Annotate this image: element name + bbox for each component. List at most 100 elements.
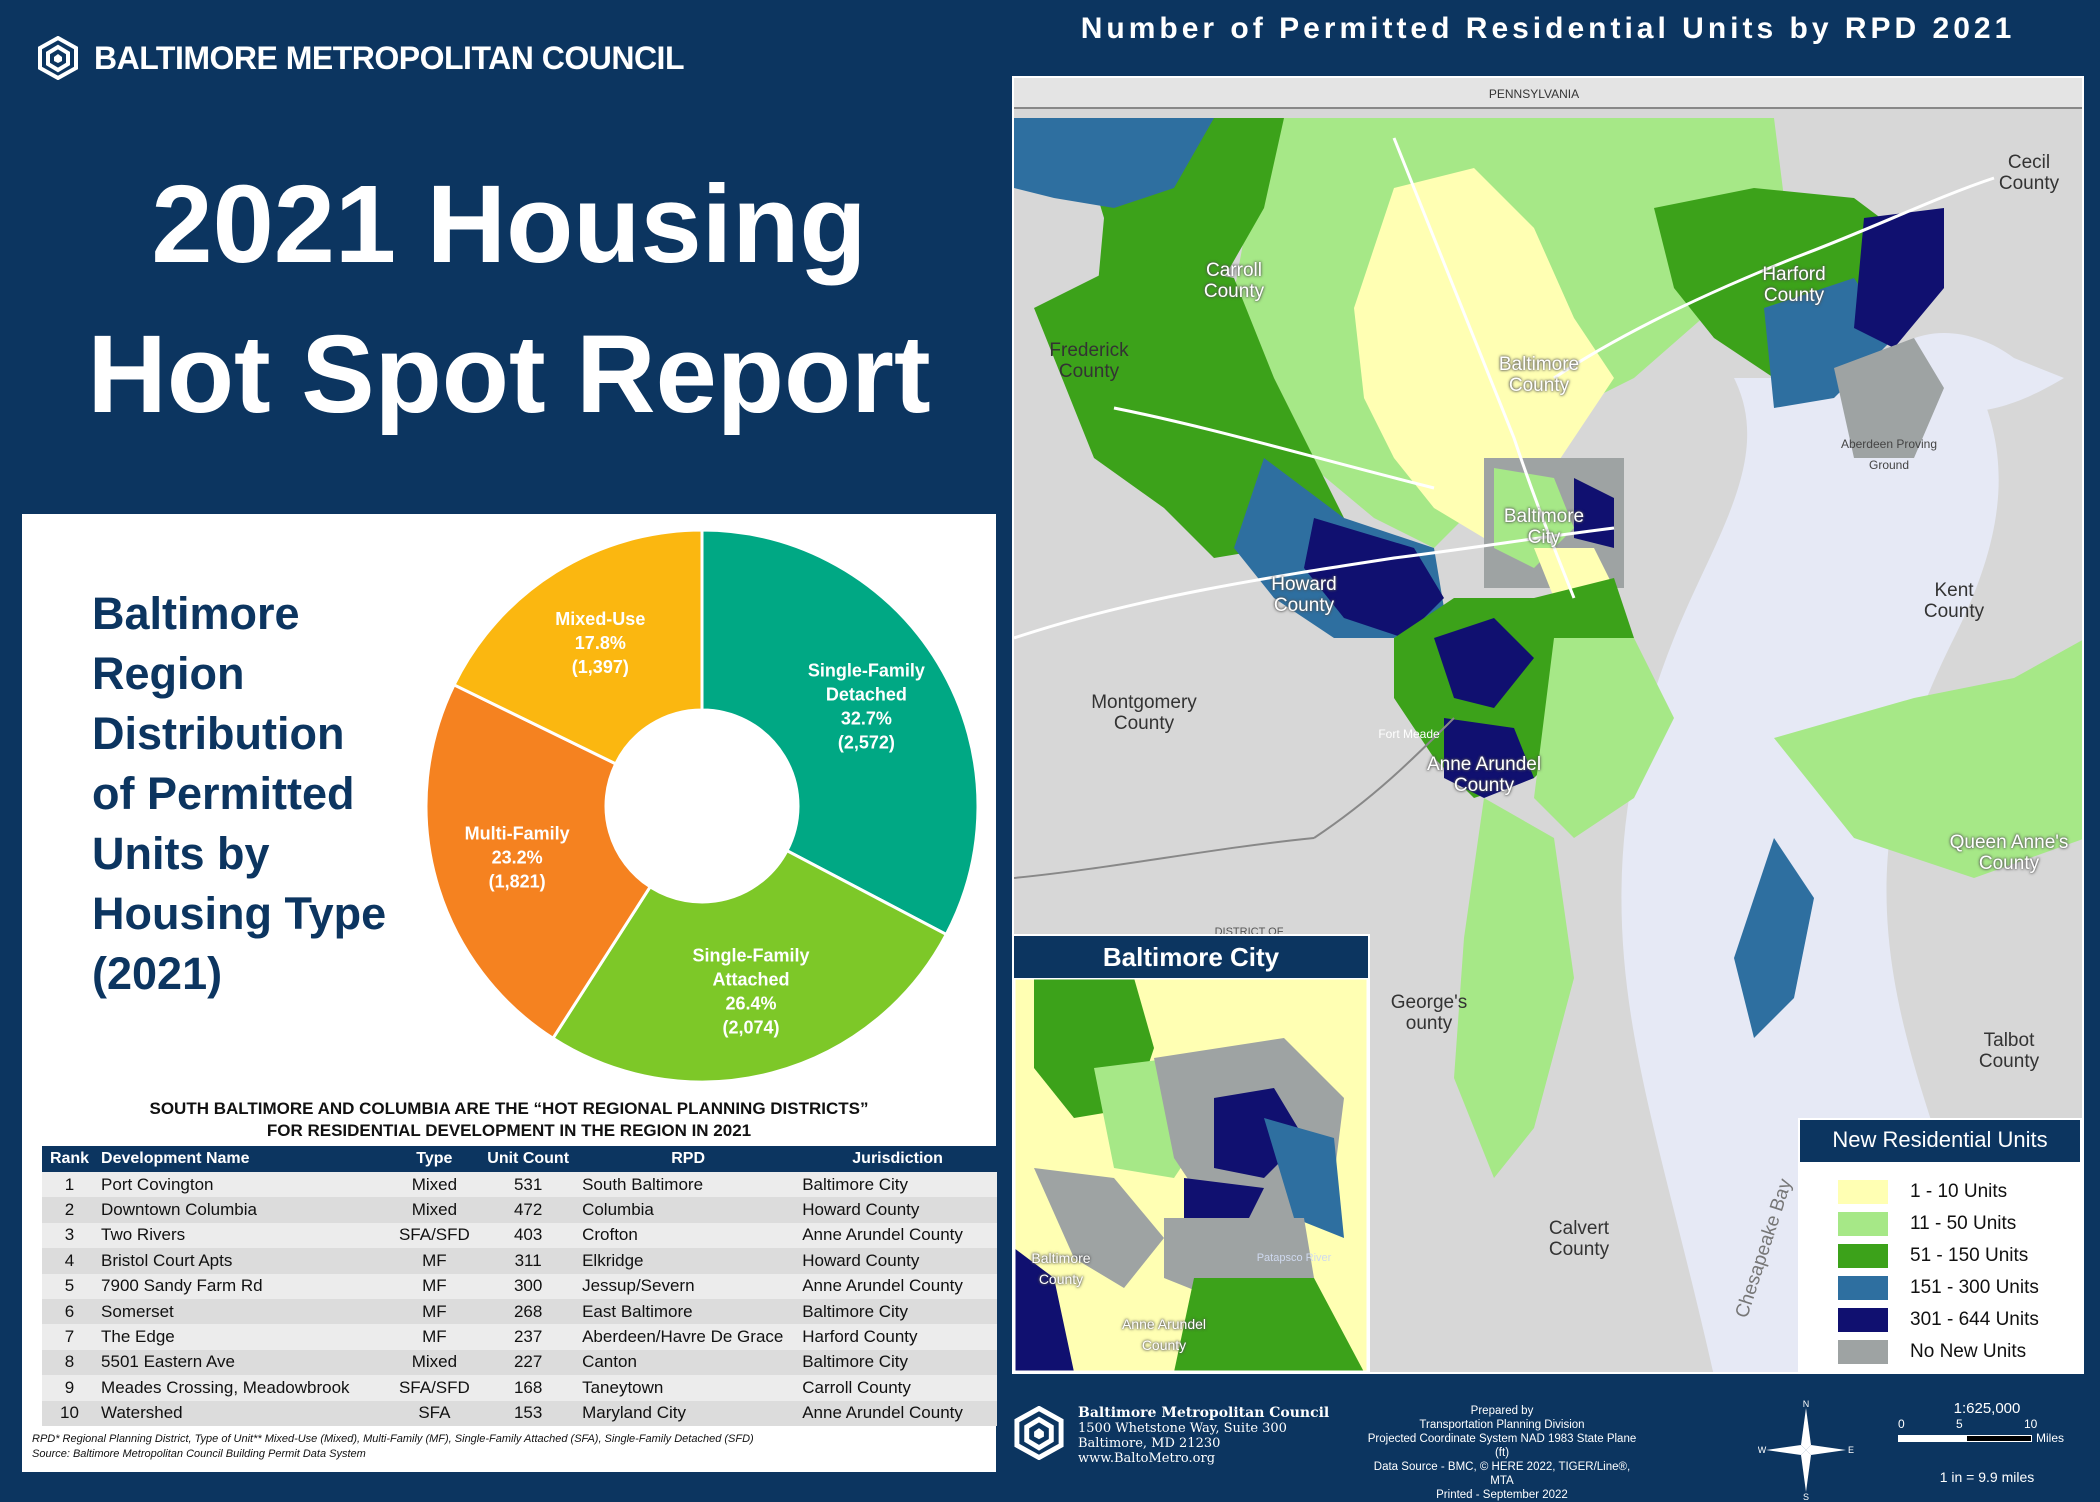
pie-title-line: Distribution [92,708,345,759]
cell-rpd: Jessup/Severn [578,1273,799,1299]
table-row: 5 7900 Sandy Farm Rd MF 300 Jessup/Severn Ann… [42,1273,997,1299]
table-row: 6 Somerset MF 268 East Baltimore Baltimore Ci… [42,1298,997,1325]
donut-slice-label: (1,821) [489,872,546,892]
scale-tick: 10 [2024,1417,2038,1431]
legend-item: 1 - 10 Units [1800,1176,2080,1208]
cell-development-name: 7900 Sandy Farm Rd [97,1273,391,1299]
housing-type-donut-chart: Single-Family Detached 32.7% (2,572) Single-… [424,528,980,1084]
cell-type: MF [390,1273,479,1299]
cell-type: Mixed [390,1172,479,1198]
map-label-talbot: Talbot County [1978,1030,2040,1072]
cell-unit-count: 531 [478,1172,579,1198]
scale-ratio: 1:625,000 [1953,1400,2021,1417]
cell-rpd: East Baltimore [578,1298,799,1325]
map-title: Number of Permitted Residential Units by… [1080,12,2016,45]
inset-label-anne-arundel: Anne Arundel County [1121,1316,1207,1353]
table-row: 4 Bristol Court Apts MF 311 Elkridge Howard C… [42,1248,997,1274]
pie-chart-title: Baltimore Region Distribution of Permitt… [92,584,422,1004]
compass-rose-icon: N S W E [1758,1400,1854,1500]
header-logo: BALTIMORE METROPOLITAN COUNCIL [36,36,684,80]
cell-unit-count: 168 [478,1375,579,1401]
legend-label: 301 - 644 Units [1910,1309,2039,1330]
map-label-carroll: Carroll County [1203,260,1265,302]
inset-label-baltimore-county: Baltimore County [1031,1250,1091,1287]
cell-unit-count: 311 [478,1248,579,1274]
legend-label: 51 - 150 Units [1910,1245,2029,1266]
compass-e: E [1848,1445,1854,1455]
cell-unit-count: 300 [478,1273,579,1299]
column-header: RPD [578,1146,799,1172]
donut-slice [700,528,980,937]
cell-type: Mixed [390,1349,479,1376]
column-header: Unit Count [478,1146,579,1172]
legend-title: New Residential Units [1800,1120,2080,1162]
cell-unit-count: 268 [478,1298,579,1325]
pie-title-line: Units by [92,828,270,879]
cell-development-name: The Edge [97,1324,391,1350]
map-label-queen-annes: Queen Anne's County [1949,832,2069,874]
cell-rpd: Canton [578,1349,799,1376]
cell-type: SFA [390,1400,479,1426]
table-row: 9 Meades Crossing, Meadowbrook SFA/SFD 168 T… [42,1375,997,1401]
donut-slice [550,848,949,1084]
table-heading-line: FOR RESIDENTIAL DEVELOPMENT IN THE REGIO… [266,1121,752,1140]
prep-line: Data Source - BMC, © HERE 2022, TIGER/Li… [1373,1461,1631,1487]
legend-label: No New Units [1910,1341,2027,1362]
table-row: 2 Downtown Columbia Mixed 472 Columbia Howard… [42,1197,997,1223]
cell-type: SFA/SFD [390,1222,479,1249]
cell-unit-count: 153 [478,1400,579,1426]
cell-jurisdiction: Harford County [798,1324,997,1350]
map-label-howard: Howard County [1271,574,1337,616]
cell-type: Mixed [390,1197,479,1223]
legend-swatch [1838,1276,1888,1300]
legend-swatch [1838,1308,1888,1332]
map-label-pennsylvania: PENNSYLVANIA [1488,87,1580,101]
column-header: Rank [42,1146,98,1172]
pie-title-line: Baltimore [92,588,300,639]
cell-jurisdiction: Baltimore City [798,1298,997,1325]
legend-item: 151 - 300 Units [1800,1272,2080,1304]
bmc-address-line: 1500 Whetstone Way, Suite 300 [1078,1421,1287,1436]
left-panel: Baltimore Region Distribution of Permitt… [22,514,997,1472]
legend-label: 1 - 10 Units [1910,1181,2008,1202]
legend-swatch [1838,1180,1888,1204]
donut-slice-label: 26.4% [725,994,776,1014]
scale-unit: Miles [2036,1431,2065,1445]
table-header-row: Rank Development Name Type Unit Count RP… [42,1146,997,1172]
donut-slice-label: 32.7% [841,709,892,729]
donut-slice-label: Detached [826,685,907,705]
table-row: 1 Port Covington Mixed 531 South Baltimore Ba… [42,1172,997,1198]
cell-jurisdiction: Baltimore City [798,1172,997,1198]
cell-type: MF [390,1324,479,1350]
inset-title: Baltimore City [1102,942,1280,972]
donut-slice-label: Single-Family [692,946,809,966]
donut-slice [452,528,704,766]
donut-slice-label: (1,397) [572,657,629,677]
pie-title-line: Region [92,648,245,699]
cell-unit-count: 227 [478,1349,579,1376]
cell-rpd: South Baltimore [578,1172,799,1198]
donut-slice-label: Mixed-Use [555,609,645,629]
cell-development-name: Two Rivers [97,1222,391,1249]
cell-development-name: Watershed [97,1400,391,1426]
table-row: 3 Two Rivers SFA/SFD 403 Crofton Anne Arundel… [42,1222,997,1249]
cell-rpd: Maryland City [578,1400,799,1426]
source-line: Source: Baltimore Metropolitan Council B… [32,1448,366,1460]
map-label-prince-georges: George's ounty [1390,992,1468,1034]
column-header: Jurisdiction [798,1146,997,1172]
cell-rpd: Crofton [578,1222,799,1249]
cell-development-name: 5501 Eastern Ave [97,1349,391,1376]
compass-s: S [1803,1492,1809,1500]
cell-rank: 3 [42,1222,98,1249]
cell-type: MF [390,1248,479,1274]
donut-slice [424,682,653,1041]
legend-label: 11 - 50 Units [1910,1213,2017,1234]
map-label-baltimore-county: Baltimore County [1498,354,1580,396]
cell-jurisdiction: Anne Arundel County [798,1222,997,1249]
donut-slice-label: (2,074) [722,1018,779,1038]
table-row: 8 5501 Eastern Ave Mixed 227 Canton Baltimore… [42,1349,997,1376]
baltimore-city-inset: Baltimore City Baltimore County Anne Aru… [1012,934,1370,1374]
table-heading: SOUTH BALTIMORE AND COLUMBIA ARE THE “HO… [22,1098,996,1142]
cell-type: MF [390,1298,479,1325]
bmc-address-line: Baltimore, MD 21230 [1078,1436,1221,1451]
